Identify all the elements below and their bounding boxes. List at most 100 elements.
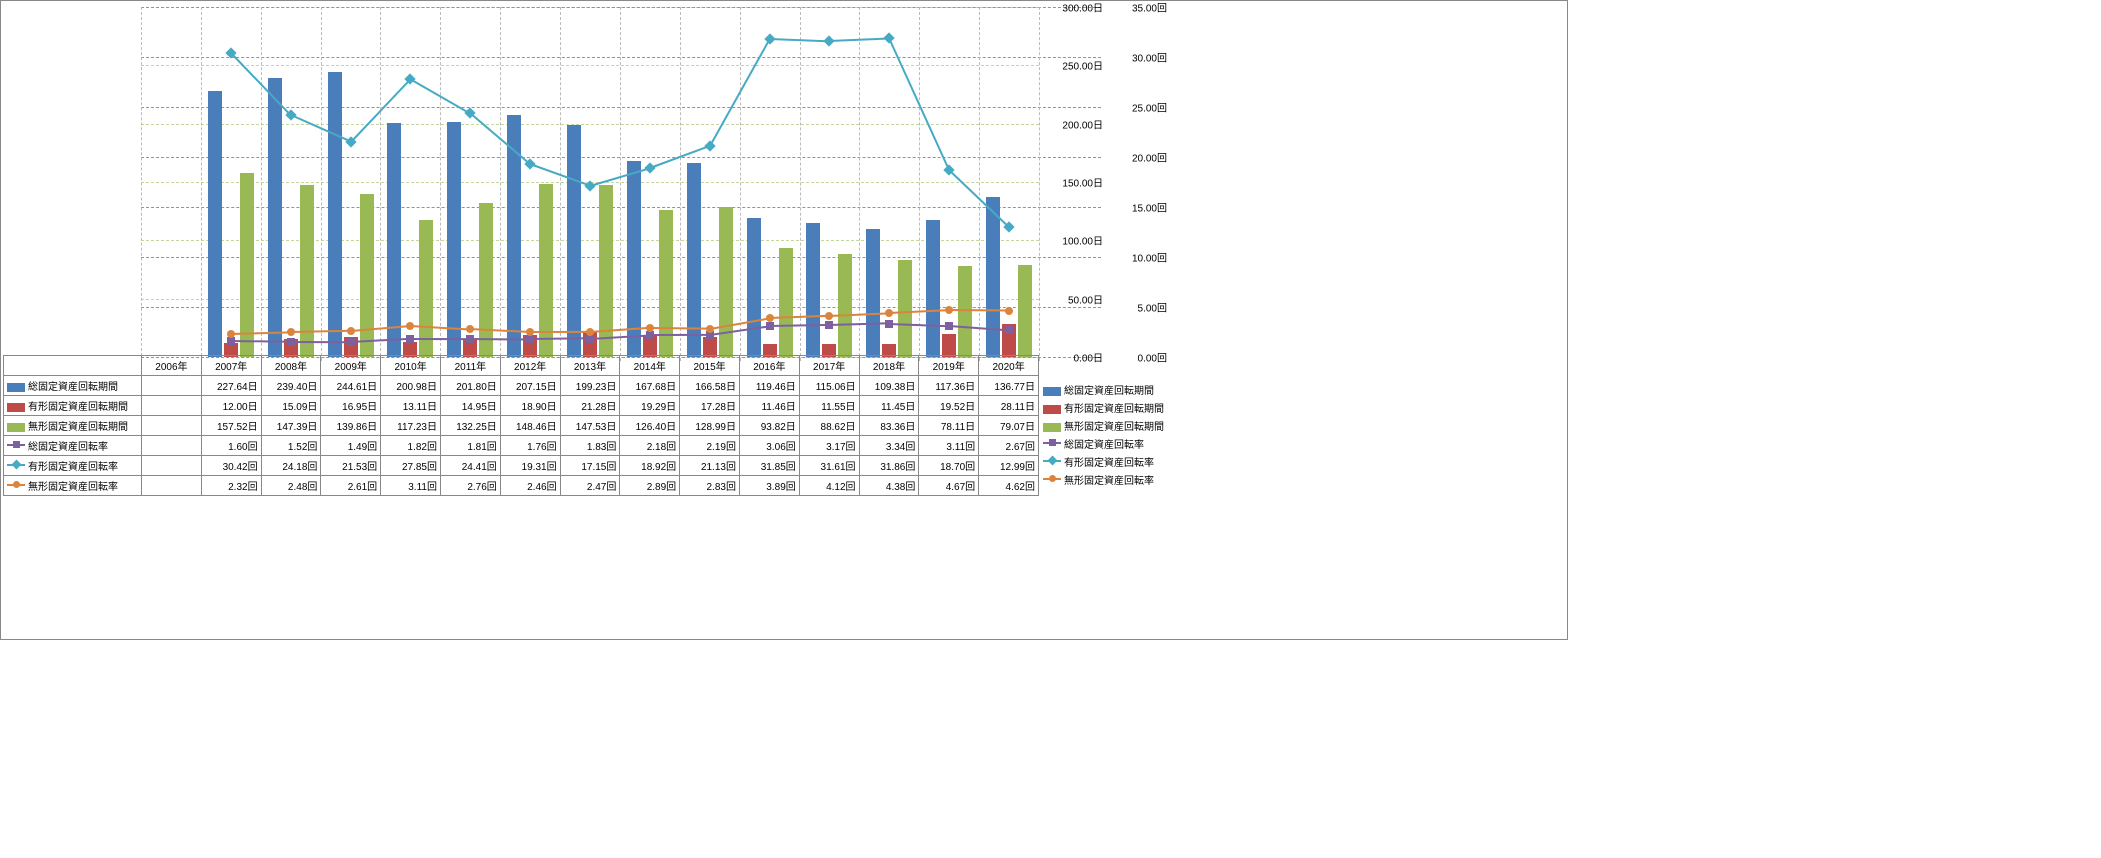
table-cell: 2.32回 — [201, 476, 261, 496]
table-cell: 1.52回 — [261, 436, 321, 456]
table-cell: 166.58日 — [680, 376, 740, 396]
table-row-header: 有形固定資産回転期間 — [4, 396, 142, 416]
table-cell: 1.60回 — [201, 436, 261, 456]
table-cell: 3.89回 — [739, 476, 799, 496]
table-cell: 18.92回 — [620, 456, 680, 476]
y1-axis: 0.00日50.00日100.00日150.00日200.00日250.00日3… — [1043, 7, 1103, 357]
bar-s0 — [387, 123, 401, 357]
table-cell: 109.38日 — [859, 376, 919, 396]
table-cell: 24.41回 — [440, 456, 500, 476]
table-cell: 83.36日 — [859, 416, 919, 436]
y2-tick: 25.00回 — [1132, 100, 1167, 115]
table-cell: 2.67回 — [979, 436, 1039, 456]
table-col-header: 2011年 — [440, 356, 500, 376]
line-s3 — [650, 334, 710, 336]
bar-s2 — [419, 220, 433, 357]
y2-tick: 15.00回 — [1132, 200, 1167, 215]
table-cell: 14.95日 — [440, 396, 500, 416]
table-cell: 201.80日 — [440, 376, 500, 396]
table-cell: 1.76回 — [500, 436, 560, 456]
table-cell: 78.11日 — [919, 416, 979, 436]
bar-s0 — [268, 78, 282, 357]
table-col-header: 2010年 — [381, 356, 441, 376]
table-col-header: 2016年 — [739, 356, 799, 376]
table-cell: 244.61日 — [321, 376, 381, 396]
line-s3 — [291, 341, 351, 343]
bar-s2 — [240, 173, 254, 357]
table-cell: 11.45日 — [859, 396, 919, 416]
table-cell: 3.34回 — [859, 436, 919, 456]
legend-item: 総固定資産回転期間 — [1043, 382, 1164, 397]
table-cell: 11.55日 — [799, 396, 859, 416]
table-cell: 1.49回 — [321, 436, 381, 456]
table-cell: 12.00日 — [201, 396, 261, 416]
legend-item: 無形固定資産回転率 — [1043, 472, 1164, 487]
y2-axis: 0.00回5.00回10.00回15.00回20.00回25.00回30.00回… — [1107, 7, 1167, 357]
table-cell: 30.42回 — [201, 456, 261, 476]
legend-swatch-bar — [7, 403, 25, 412]
table-cell — [142, 416, 202, 436]
table-cell: 115.06日 — [799, 376, 859, 396]
table-cell: 16.95日 — [321, 396, 381, 416]
table-cell: 31.85回 — [739, 456, 799, 476]
plot-area — [141, 7, 1039, 357]
bar-s2 — [1018, 265, 1032, 357]
table-cell: 4.62回 — [979, 476, 1039, 496]
bar-s2 — [898, 260, 912, 357]
marker-s5 — [1005, 307, 1013, 315]
table-cell: 3.17回 — [799, 436, 859, 456]
table-cell: 148.46日 — [500, 416, 560, 436]
table-cell: 2.18回 — [620, 436, 680, 456]
table-cell: 3.06回 — [739, 436, 799, 456]
table-cell: 4.67回 — [919, 476, 979, 496]
bar-s0 — [567, 125, 581, 357]
bar-s0 — [926, 220, 940, 357]
legend-item: 有形固定資産回転期間 — [1043, 400, 1164, 415]
legend-swatch-line — [1043, 442, 1061, 444]
table-cell: 4.38回 — [859, 476, 919, 496]
legend-swatch-bar — [1043, 387, 1061, 396]
y2-tick: 5.00回 — [1138, 300, 1167, 315]
table-cell: 21.53回 — [321, 456, 381, 476]
table-cell — [142, 476, 202, 496]
table-cell: 207.15日 — [500, 376, 560, 396]
table-cell: 31.61回 — [799, 456, 859, 476]
table-cell: 2.19回 — [680, 436, 740, 456]
table-cell — [142, 456, 202, 476]
table-cell: 18.70回 — [919, 456, 979, 476]
table-cell: 2.48回 — [261, 476, 321, 496]
table-cell: 24.18回 — [261, 456, 321, 476]
table-cell: 31.86回 — [859, 456, 919, 476]
bar-s2 — [479, 203, 493, 357]
bar-s0 — [866, 229, 880, 357]
table-col-header: 2015年 — [680, 356, 740, 376]
table-cell: 239.40日 — [261, 376, 321, 396]
line-s3 — [410, 338, 470, 340]
y1-tick: 200.00日 — [1062, 116, 1103, 131]
table-cell: 119.46日 — [739, 376, 799, 396]
table-cell: 132.25日 — [440, 416, 500, 436]
table-cell: 79.07日 — [979, 416, 1039, 436]
table-col-header: 2007年 — [201, 356, 261, 376]
y1-tick: 250.00日 — [1062, 58, 1103, 73]
table-cell: 2.76回 — [440, 476, 500, 496]
y2-tick: 10.00回 — [1132, 250, 1167, 265]
bar-s2 — [958, 266, 972, 357]
table-cell: 1.83回 — [560, 436, 620, 456]
legend-item: 総固定資産回転率 — [1043, 436, 1164, 451]
table-cell: 3.11回 — [919, 436, 979, 456]
table-cell: 1.81回 — [440, 436, 500, 456]
table-cell: 88.62日 — [799, 416, 859, 436]
table-cell: 27.85回 — [381, 456, 441, 476]
table-cell: 13.11日 — [381, 396, 441, 416]
table-cell: 11.46日 — [739, 396, 799, 416]
table-cell: 17.15回 — [560, 456, 620, 476]
bar-s0 — [986, 197, 1000, 357]
table-col-header: 2019年 — [919, 356, 979, 376]
y2-tick: 30.00回 — [1132, 50, 1167, 65]
table-cell: 200.98日 — [381, 376, 441, 396]
table-cell — [142, 376, 202, 396]
legend-swatch-line — [7, 444, 25, 446]
legend-swatch-line — [1043, 478, 1061, 480]
table-cell: 147.53日 — [560, 416, 620, 436]
